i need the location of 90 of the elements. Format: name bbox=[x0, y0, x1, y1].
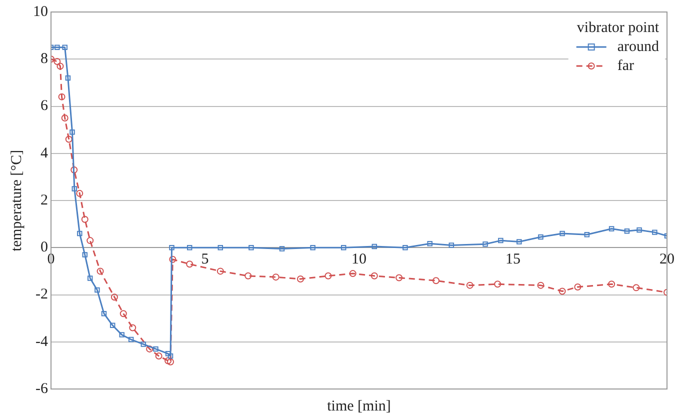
point bbox=[636, 227, 642, 233]
point bbox=[498, 238, 504, 244]
point bbox=[432, 277, 440, 284]
point bbox=[146, 345, 154, 352]
point bbox=[396, 274, 403, 282]
point bbox=[558, 288, 566, 295]
point bbox=[153, 346, 158, 352]
y-tick-label: 6 bbox=[40, 98, 48, 114]
y-tick-label: 0 bbox=[40, 240, 48, 256]
point bbox=[168, 353, 174, 359]
x-tick-label: 20 bbox=[660, 252, 674, 268]
point bbox=[101, 310, 107, 316]
point bbox=[72, 186, 78, 192]
point bbox=[110, 322, 116, 328]
point bbox=[169, 245, 174, 250]
point bbox=[427, 241, 432, 246]
point bbox=[76, 190, 84, 197]
point bbox=[86, 237, 94, 244]
point bbox=[538, 234, 544, 240]
x-axis-title: time [min] bbox=[327, 398, 391, 414]
point bbox=[77, 230, 82, 236]
point bbox=[608, 226, 614, 232]
point bbox=[324, 272, 332, 280]
point bbox=[81, 216, 88, 223]
point bbox=[65, 136, 72, 143]
point bbox=[58, 93, 66, 100]
point bbox=[65, 75, 71, 81]
point bbox=[169, 256, 176, 263]
x-tick-label: 10 bbox=[352, 252, 366, 268]
point bbox=[62, 44, 68, 50]
point bbox=[70, 130, 75, 135]
point bbox=[448, 242, 454, 248]
y-tick-label: 4 bbox=[40, 145, 48, 162]
point bbox=[140, 342, 146, 347]
point bbox=[652, 230, 658, 235]
x-tick-label: 15 bbox=[506, 252, 520, 268]
point bbox=[164, 357, 172, 364]
point bbox=[167, 358, 174, 366]
point bbox=[82, 252, 88, 258]
point bbox=[128, 336, 134, 342]
y-tick-label: 10 bbox=[33, 4, 48, 20]
y-axis-title: temperature [°C] bbox=[8, 150, 25, 252]
point bbox=[54, 58, 61, 65]
point bbox=[560, 230, 565, 236]
point bbox=[296, 275, 304, 282]
point bbox=[70, 166, 78, 174]
point bbox=[370, 272, 378, 280]
point bbox=[96, 268, 104, 275]
point bbox=[94, 287, 100, 293]
point bbox=[349, 270, 356, 278]
point bbox=[54, 44, 60, 50]
point bbox=[155, 352, 162, 360]
y-tick-label: 2 bbox=[40, 192, 48, 208]
point bbox=[120, 310, 127, 318]
point bbox=[574, 283, 582, 290]
point bbox=[516, 239, 522, 244]
legend-label: around bbox=[617, 38, 660, 55]
point bbox=[244, 272, 252, 280]
point bbox=[340, 245, 346, 250]
point bbox=[279, 246, 285, 252]
point bbox=[272, 274, 280, 281]
point bbox=[466, 282, 474, 289]
point bbox=[372, 244, 378, 250]
point bbox=[110, 294, 118, 301]
point bbox=[624, 228, 630, 234]
point bbox=[608, 280, 616, 288]
point bbox=[482, 241, 488, 247]
point bbox=[310, 245, 316, 250]
legend-label: far bbox=[617, 58, 634, 74]
point bbox=[248, 245, 254, 250]
y-tick-label: -4 bbox=[36, 334, 48, 350]
point bbox=[61, 114, 68, 122]
point bbox=[56, 62, 64, 70]
point bbox=[186, 245, 192, 250]
point bbox=[632, 284, 640, 292]
point bbox=[494, 280, 502, 288]
y-tick-label: 8 bbox=[40, 51, 48, 68]
point bbox=[129, 324, 136, 332]
y-tick-label: -2 bbox=[36, 286, 48, 303]
point bbox=[87, 276, 93, 281]
legend-title: vibrator point bbox=[576, 20, 660, 36]
point bbox=[216, 268, 224, 275]
point bbox=[186, 260, 194, 268]
point bbox=[402, 245, 408, 250]
x-tick-label: 5 bbox=[201, 252, 209, 268]
point bbox=[537, 282, 544, 289]
point bbox=[218, 245, 224, 250]
y-tick-label: -6 bbox=[36, 380, 48, 397]
point bbox=[119, 332, 124, 338]
point bbox=[584, 232, 590, 238]
